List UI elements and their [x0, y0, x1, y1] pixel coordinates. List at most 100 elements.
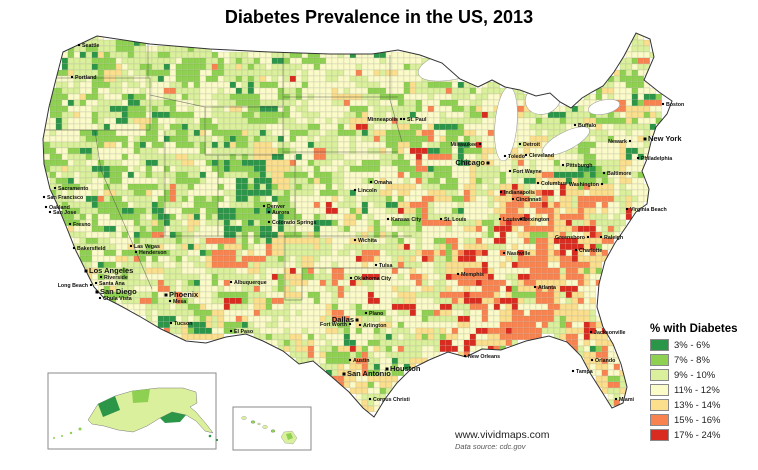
- city-dot: [456, 272, 460, 276]
- city-dot: [44, 205, 48, 209]
- city-label: Philadelphia: [641, 156, 672, 162]
- city-label: Albuquerque: [234, 280, 267, 286]
- insets: [47, 372, 312, 451]
- city-dot: [571, 369, 575, 373]
- city-label: Raleigh: [604, 235, 623, 241]
- city-label: Lexington: [524, 217, 549, 223]
- city-dot: [536, 181, 540, 185]
- city-label: Fresno: [73, 222, 91, 228]
- legend-swatch: [650, 354, 669, 366]
- city-dot: [508, 169, 512, 173]
- city-label: Portland: [75, 75, 96, 81]
- city-label: Kansas City: [391, 217, 421, 223]
- city-label: Jacksonville: [594, 330, 626, 336]
- legend-label: 9% - 10%: [674, 369, 716, 381]
- city-dot: [503, 154, 507, 158]
- city-dot: [229, 329, 233, 333]
- city-label: Detroit: [523, 142, 540, 148]
- city-label: Omaha: [374, 180, 392, 186]
- city-dot: [267, 220, 271, 224]
- city-label: Memphis: [461, 272, 484, 278]
- city-dot: [353, 188, 357, 192]
- city-label: Houston: [390, 364, 421, 373]
- city-label: Dallas: [332, 315, 354, 324]
- city-dot: [355, 318, 359, 322]
- legend-label: 7% - 8%: [674, 354, 710, 366]
- legend-swatch: [650, 399, 669, 411]
- city-label: Long Beach: [58, 283, 88, 289]
- city-dot: [636, 156, 640, 160]
- legend-item: 11% - 12%: [650, 384, 738, 396]
- city-label: Miami: [619, 397, 635, 403]
- city-label: Virginia Beach: [630, 207, 667, 213]
- city-dot: [70, 75, 74, 79]
- city-label: Cleveland: [529, 153, 554, 159]
- city-dot: [267, 210, 271, 214]
- city-dot: [511, 197, 515, 201]
- city-label: Aurora: [272, 210, 289, 216]
- city-label: Orlando: [595, 358, 616, 364]
- city-dot: [643, 137, 647, 141]
- city-dot: [628, 139, 632, 143]
- legend-label: 3% - 6%: [674, 339, 710, 351]
- city-dot: [229, 280, 233, 284]
- city-dot: [486, 161, 490, 165]
- city-label: Baltimore: [607, 171, 631, 177]
- attribution: www.vividmaps.com Data source: cdc.gov: [455, 429, 550, 451]
- legend-swatch: [650, 369, 669, 381]
- city-dot: [590, 358, 594, 362]
- city-label: Pittsburgh: [566, 163, 592, 169]
- city-label: Oklahoma City: [354, 276, 391, 282]
- legend-item: 3% - 6%: [650, 339, 738, 351]
- city-dot: [399, 117, 403, 121]
- city-dot: [533, 285, 537, 289]
- city-label: Austin: [353, 358, 369, 364]
- legend-swatch: [650, 429, 669, 441]
- legend-item: 15% - 16%: [650, 414, 738, 426]
- city-label: Oakland: [49, 205, 70, 211]
- city-dot: [600, 182, 604, 186]
- city-dot: [168, 299, 172, 303]
- legend-item: 17% - 24%: [650, 429, 738, 441]
- city-label: Lincoln: [358, 188, 377, 194]
- city-dot: [602, 171, 606, 175]
- city-dot: [369, 180, 373, 184]
- city-label: New York: [648, 134, 682, 143]
- city-dot: [439, 217, 443, 221]
- city-dot: [586, 235, 590, 239]
- city-dot: [95, 290, 99, 294]
- city-dot: [348, 322, 352, 326]
- city-label: Tulsa: [379, 263, 392, 269]
- city-label: Phoenix: [169, 290, 199, 299]
- city-label: Seattle: [82, 43, 99, 49]
- city-label: Minneapolis: [367, 117, 398, 123]
- city-dot: [402, 117, 406, 121]
- city-label: Fort Worth: [320, 322, 347, 328]
- city-label: Santa Ana: [99, 281, 125, 287]
- city-label: Riverside: [104, 275, 128, 281]
- city-dot: [77, 43, 81, 47]
- legend-label: 13% - 14%: [674, 399, 721, 411]
- city-dot: [349, 276, 353, 280]
- city-label: St. Paul: [407, 117, 427, 123]
- city-dot: [374, 263, 378, 267]
- city-label: Tampa: [576, 369, 593, 375]
- city-dot: [98, 296, 102, 300]
- city-dot: [358, 323, 362, 327]
- city-label: Washington: [569, 182, 599, 188]
- city-dot: [499, 190, 503, 194]
- legend-label: 17% - 24%: [674, 429, 721, 441]
- city-label: Greensboro: [555, 235, 586, 241]
- city-dot: [99, 275, 103, 279]
- city-label: Plano: [369, 311, 384, 317]
- city-label: Fort Wayne: [513, 169, 542, 175]
- city-label: Mesa: [173, 299, 186, 305]
- attribution-source: Data source: cdc.gov: [455, 442, 526, 451]
- city-label: Louisville: [503, 217, 527, 223]
- city-dot: [68, 222, 72, 226]
- city-dot: [368, 397, 372, 401]
- city-dot: [53, 186, 57, 190]
- legend-title: % with Diabetes: [650, 323, 738, 335]
- legend-item: 13% - 14%: [650, 399, 738, 411]
